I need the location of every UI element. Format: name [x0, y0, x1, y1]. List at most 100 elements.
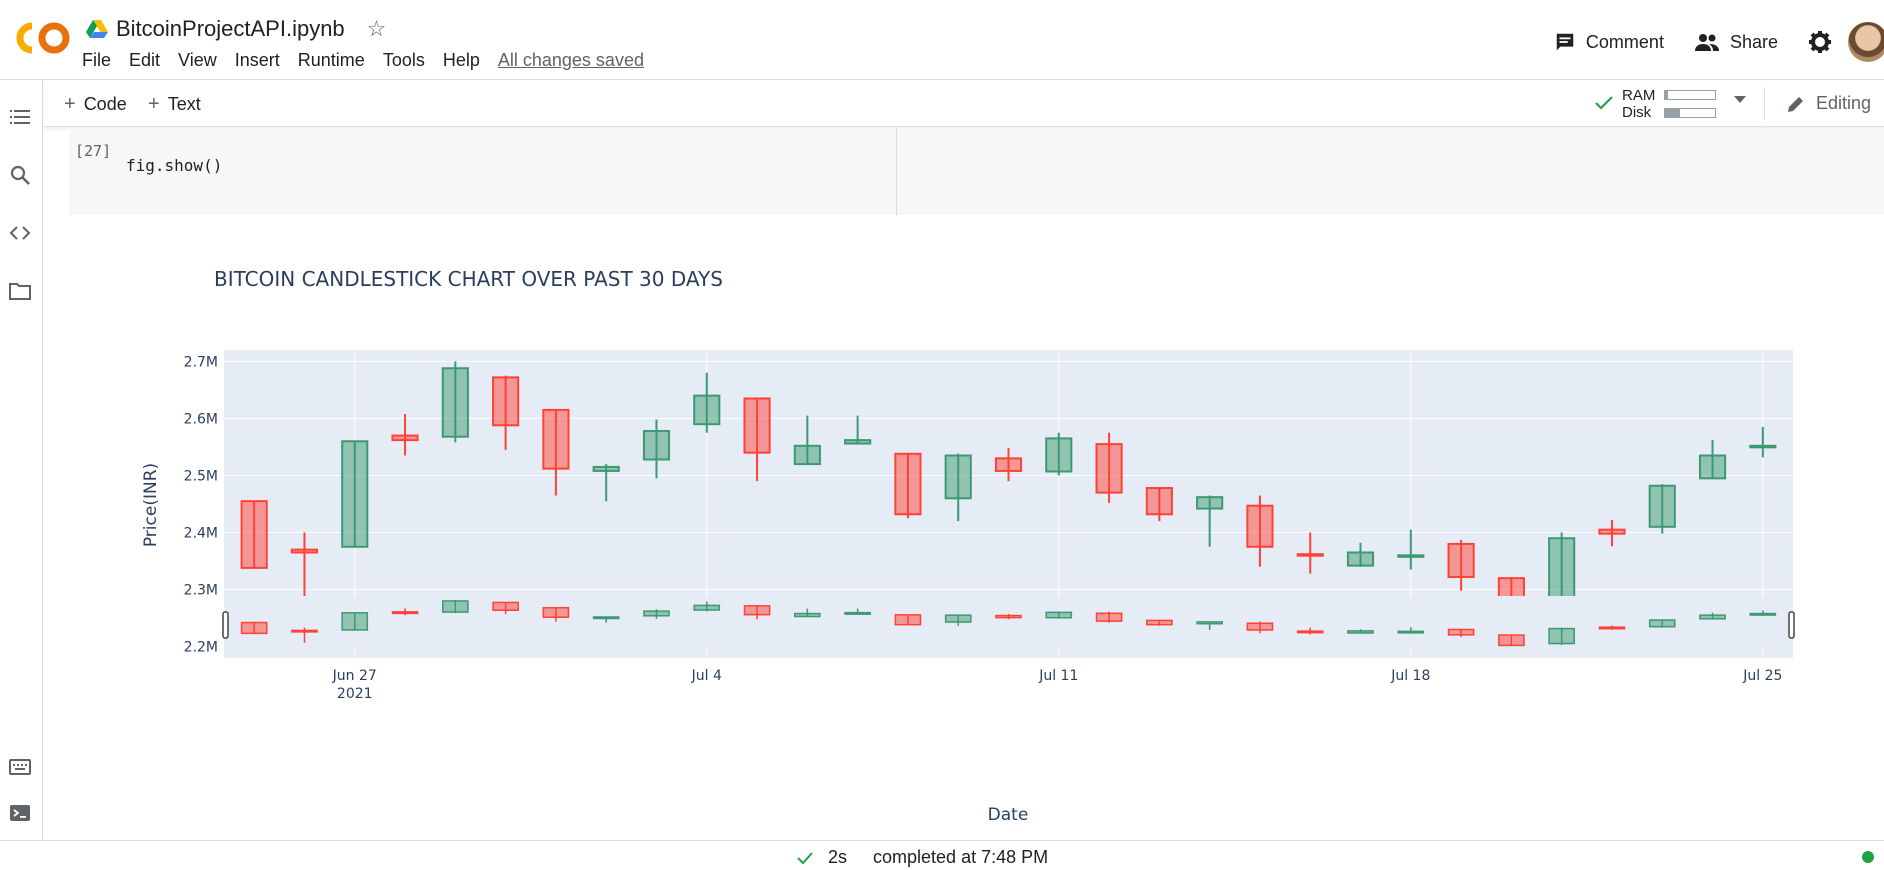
candle-decreasing[interactable]: [542, 408, 570, 496]
candle-body: [492, 376, 520, 427]
editing-mode-button[interactable]: Editing: [1786, 93, 1871, 114]
candle-decreasing[interactable]: [743, 605, 771, 620]
candle-decreasing[interactable]: [240, 500, 268, 569]
candle-increasing[interactable]: [793, 415, 821, 466]
candle-increasing[interactable]: [1397, 529, 1425, 570]
candle-decreasing[interactable]: [1447, 539, 1475, 591]
cell-code[interactable]: fig.show(): [126, 156, 223, 175]
code-cell[interactable]: [27] fig.show(): [69, 128, 1884, 215]
menu-insert[interactable]: Insert: [234, 50, 280, 70]
menu-tools[interactable]: Tools: [382, 50, 425, 70]
candle-decreasing[interactable]: [994, 448, 1023, 482]
candle-decreasing[interactable]: [1296, 532, 1324, 574]
y-axis-label: Price(INR): [141, 463, 161, 547]
candle-decreasing[interactable]: [995, 613, 1022, 620]
candle-decreasing[interactable]: [1447, 628, 1475, 638]
candle-increasing[interactable]: [693, 601, 721, 612]
candle-body: [944, 614, 972, 623]
search-icon[interactable]: [9, 164, 31, 186]
candle-decreasing[interactable]: [542, 606, 570, 622]
candle-decreasing[interactable]: [391, 413, 419, 456]
candle-decreasing[interactable]: [1095, 611, 1123, 623]
candle-increasing[interactable]: [1045, 611, 1073, 619]
range-slider[interactable]: [224, 596, 1793, 650]
add-text-button[interactable]: + Text: [148, 93, 201, 116]
candle-increasing[interactable]: [1749, 427, 1777, 458]
candle-decreasing[interactable]: [492, 375, 520, 450]
candlestick-chart[interactable]: BITCOIN CANDLESTICK CHART OVER PAST 30 D…: [120, 250, 1820, 840]
range-handle-right[interactable]: [1788, 611, 1795, 639]
chart-title: BITCOIN CANDLESTICK CHART OVER PAST 30 D…: [214, 267, 723, 291]
candle-increasing[interactable]: [844, 415, 872, 445]
candle-decreasing[interactable]: [743, 397, 771, 482]
menu-view[interactable]: View: [178, 50, 217, 70]
candle-increasing[interactable]: [441, 361, 469, 443]
candle-body: [1095, 612, 1123, 622]
candle-decreasing[interactable]: [894, 452, 922, 519]
candle-decreasing[interactable]: [492, 601, 519, 615]
menu-help[interactable]: Help: [442, 50, 480, 70]
chevron-down-icon[interactable]: [1734, 96, 1746, 103]
folder-icon[interactable]: [9, 280, 31, 302]
candle-decreasing[interactable]: [240, 621, 268, 635]
menu-file[interactable]: File: [82, 50, 112, 70]
menu-edit[interactable]: Edit: [129, 50, 161, 70]
resource-monitor[interactable]: RAM Disk: [1594, 86, 1754, 122]
avatar[interactable]: [1848, 22, 1884, 62]
candle-decreasing[interactable]: [1095, 432, 1123, 503]
candle-increasing[interactable]: [944, 614, 972, 626]
gear-icon[interactable]: [1808, 30, 1832, 54]
candle-increasing[interactable]: [1648, 619, 1676, 628]
candle-increasing[interactable]: [1648, 484, 1676, 534]
candle-decreasing[interactable]: [1246, 621, 1274, 634]
candle-decreasing[interactable]: [291, 627, 318, 643]
command-palette-icon[interactable]: [9, 756, 31, 778]
candle-decreasing[interactable]: [1498, 634, 1525, 647]
candle-decreasing[interactable]: [1598, 625, 1626, 630]
candle-increasing[interactable]: [1397, 627, 1425, 634]
candle-decreasing[interactable]: [1246, 495, 1274, 567]
add-code-button[interactable]: + Code: [64, 93, 127, 116]
terminal-icon[interactable]: [9, 802, 31, 824]
candle-increasing[interactable]: [1346, 542, 1375, 567]
candle-increasing[interactable]: [592, 464, 620, 502]
candle-increasing[interactable]: [794, 608, 821, 618]
star-icon[interactable]: ☆: [366, 16, 387, 41]
candle-increasing[interactable]: [844, 608, 871, 615]
candle-increasing[interactable]: [1749, 610, 1777, 616]
candle-decreasing[interactable]: [1145, 487, 1173, 522]
range-handle-left[interactable]: [222, 611, 229, 639]
candle-decreasing[interactable]: [1296, 627, 1324, 635]
candle-increasing[interactable]: [1196, 621, 1223, 630]
candle-increasing[interactable]: [643, 609, 670, 619]
save-status-link[interactable]: All changes saved: [497, 50, 644, 70]
candle-increasing[interactable]: [1699, 612, 1726, 620]
candle-increasing[interactable]: [1045, 432, 1073, 476]
candle-increasing[interactable]: [442, 599, 469, 613]
candle-increasing[interactable]: [944, 453, 972, 522]
candle-increasing[interactable]: [1548, 627, 1575, 646]
candle-increasing[interactable]: [341, 440, 369, 548]
candle-increasing[interactable]: [1347, 629, 1374, 634]
candle-decreasing[interactable]: [1146, 619, 1173, 626]
menu-runtime[interactable]: Runtime: [297, 50, 365, 70]
candle-increasing[interactable]: [693, 372, 721, 433]
candle-increasing[interactable]: [1196, 495, 1224, 547]
colab-logo[interactable]: [10, 18, 76, 58]
candle-decreasing[interactable]: [1598, 519, 1626, 547]
candle-body: [1749, 444, 1777, 449]
notebook-title[interactable]: BitcoinProjectAPI.ipynb: [116, 16, 345, 41]
share-button[interactable]: Share: [1694, 31, 1778, 53]
candle-increasing[interactable]: [341, 612, 369, 631]
candle-decreasing[interactable]: [391, 608, 419, 616]
google-drive-icon[interactable]: [86, 19, 108, 39]
code-snippets-icon[interactable]: [9, 222, 31, 244]
add-text-label: Text: [167, 94, 201, 114]
candle-increasing[interactable]: [592, 616, 620, 623]
candle-increasing[interactable]: [1698, 440, 1727, 480]
candle-increasing[interactable]: [642, 419, 671, 479]
comment-button[interactable]: Comment: [1554, 31, 1664, 53]
x-tick-label: Jun 27: [332, 668, 377, 684]
candle-decreasing[interactable]: [894, 614, 922, 626]
table-of-contents-icon[interactable]: [9, 106, 31, 128]
